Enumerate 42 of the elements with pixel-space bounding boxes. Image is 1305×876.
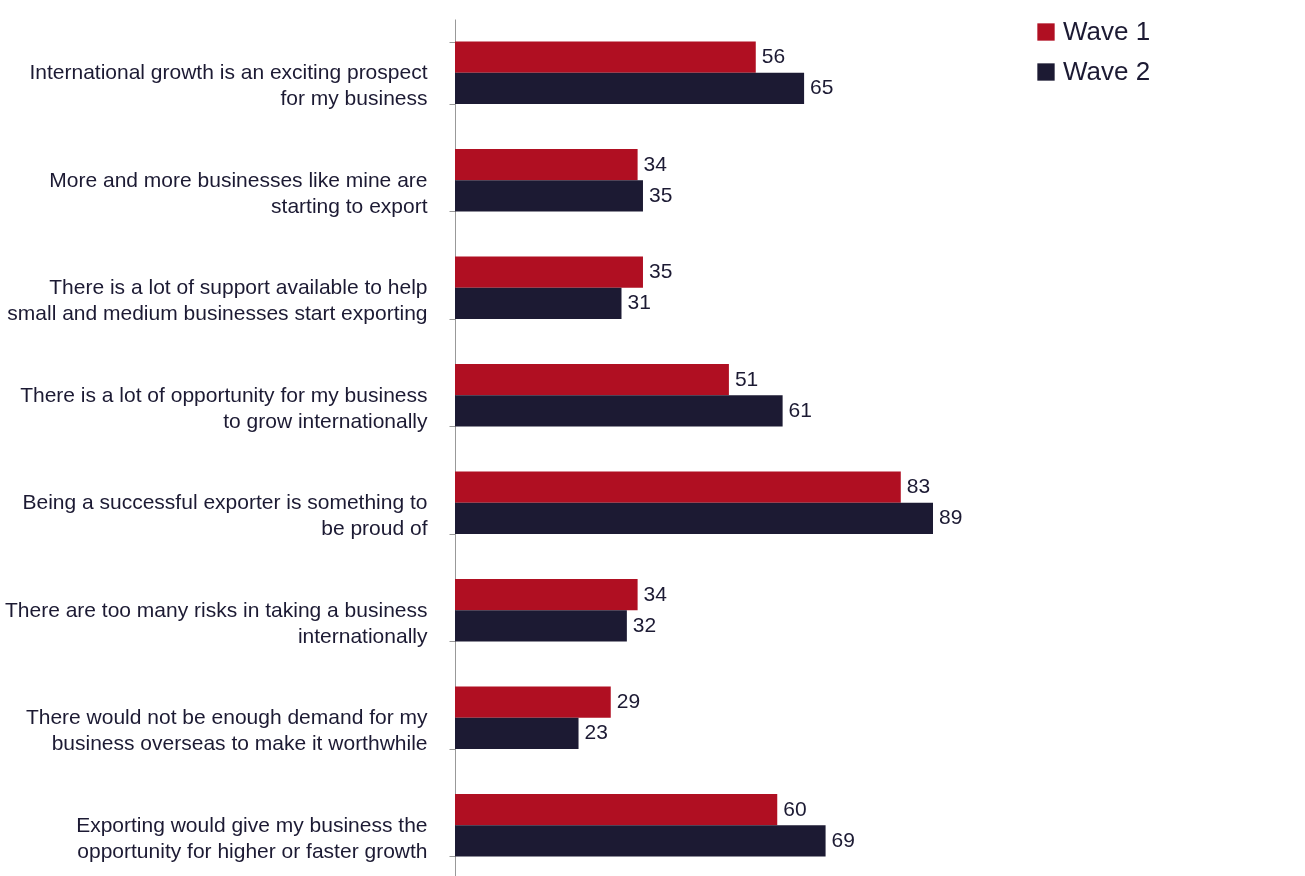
y-tick-label: International growth is an exciting prospect for my business	[29, 60, 428, 110]
bar	[455, 256, 643, 288]
bar	[455, 610, 627, 642]
data-label: 31	[627, 290, 651, 314]
data-label: 34	[643, 581, 668, 605]
bar	[455, 686, 611, 718]
bar	[455, 579, 638, 611]
bar	[455, 180, 643, 212]
y-tick-label: There is a lot of support available to help small and medium businesses start exporting	[7, 275, 428, 325]
y-tick-label: More and more businesses like mine are starting to export	[49, 167, 428, 217]
y-tick-label: Being a successful exporter is something to be proud of	[22, 490, 428, 540]
bar	[455, 395, 783, 427]
legend-label: Wave 2	[1063, 56, 1151, 86]
bar	[455, 717, 579, 749]
bar	[455, 72, 805, 104]
bar	[455, 149, 638, 181]
data-label: 60	[783, 796, 807, 820]
y-tick-label: There are too many risks in taking a business internationally	[4, 597, 428, 647]
data-label: 35	[648, 182, 673, 206]
data-label: 35	[648, 259, 673, 283]
bar	[455, 825, 826, 857]
bar	[455, 364, 729, 396]
data-label: 69	[831, 827, 855, 851]
bar	[455, 471, 901, 503]
data-label: 32	[632, 612, 657, 636]
bar	[455, 502, 933, 534]
bar	[455, 287, 622, 319]
data-label: 89	[939, 505, 963, 529]
bar	[455, 41, 756, 73]
bar	[455, 794, 778, 826]
data-label: 29	[616, 689, 641, 713]
y-tick-label: Exporting would give my business the opportunity for higher or faster growth	[76, 812, 428, 862]
data-label: 83	[906, 474, 931, 498]
legend-label: Wave 1	[1063, 16, 1151, 46]
data-label: 34	[643, 151, 668, 175]
data-label: 23	[584, 720, 608, 744]
data-label: 61	[788, 397, 812, 421]
y-tick-label: There is a lot of opportunity for my business to grow internationally	[20, 382, 428, 432]
data-label: 51	[734, 366, 759, 390]
y-tick-label: There would not be enough demand for my business overseas to make it worthwhile	[25, 705, 428, 755]
data-label: 65	[810, 75, 834, 99]
data-label: 56	[761, 44, 786, 68]
